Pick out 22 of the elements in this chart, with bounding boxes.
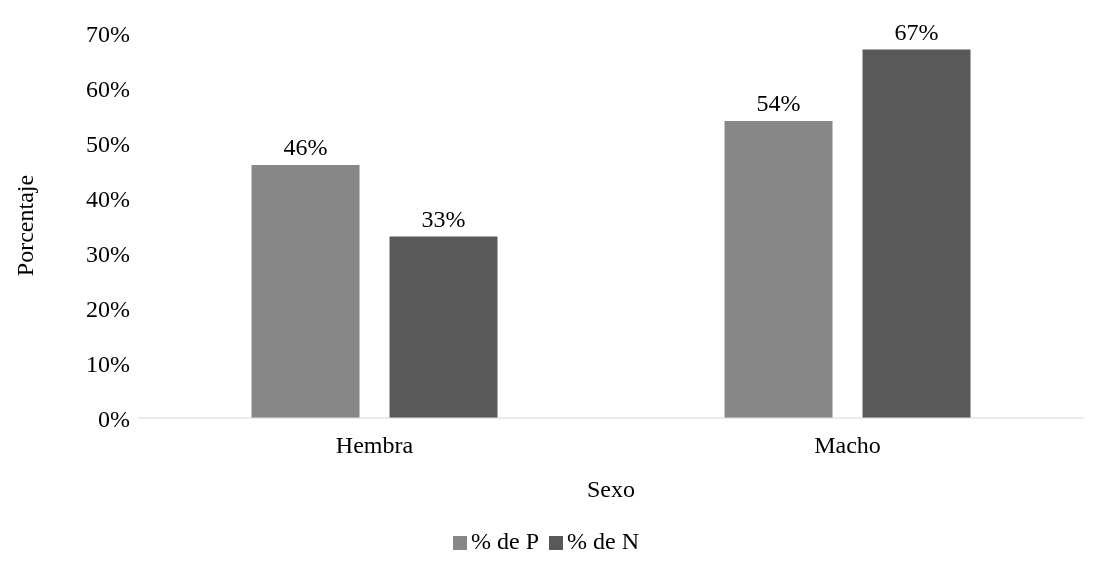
y-tick-label: 20% (86, 295, 130, 322)
y-tick-label: 30% (86, 240, 130, 267)
data-label: 54% (756, 90, 801, 116)
y-tick-label: 50% (86, 130, 130, 157)
legend-label: % de P (471, 528, 539, 554)
data-label: 46% (283, 134, 328, 160)
y-tick-label: 60% (86, 75, 130, 102)
data-label: 33% (421, 205, 466, 232)
y-axis-title: Porcentaje (11, 174, 38, 277)
x-axis-title: Sexo (587, 476, 635, 503)
bar (862, 49, 971, 418)
y-tick-label: 10% (86, 350, 130, 377)
y-tick-label: 70% (86, 20, 130, 47)
data-label: 67% (894, 18, 939, 45)
legend-label: % de N (567, 528, 639, 554)
x-tick-label: Macho (814, 432, 881, 459)
bar (389, 236, 498, 418)
bar (251, 165, 360, 418)
x-tick-label: Hembra (335, 432, 414, 459)
bar (724, 121, 833, 418)
y-tick-label: 0% (98, 405, 130, 432)
y-tick-label: 40% (86, 185, 130, 212)
